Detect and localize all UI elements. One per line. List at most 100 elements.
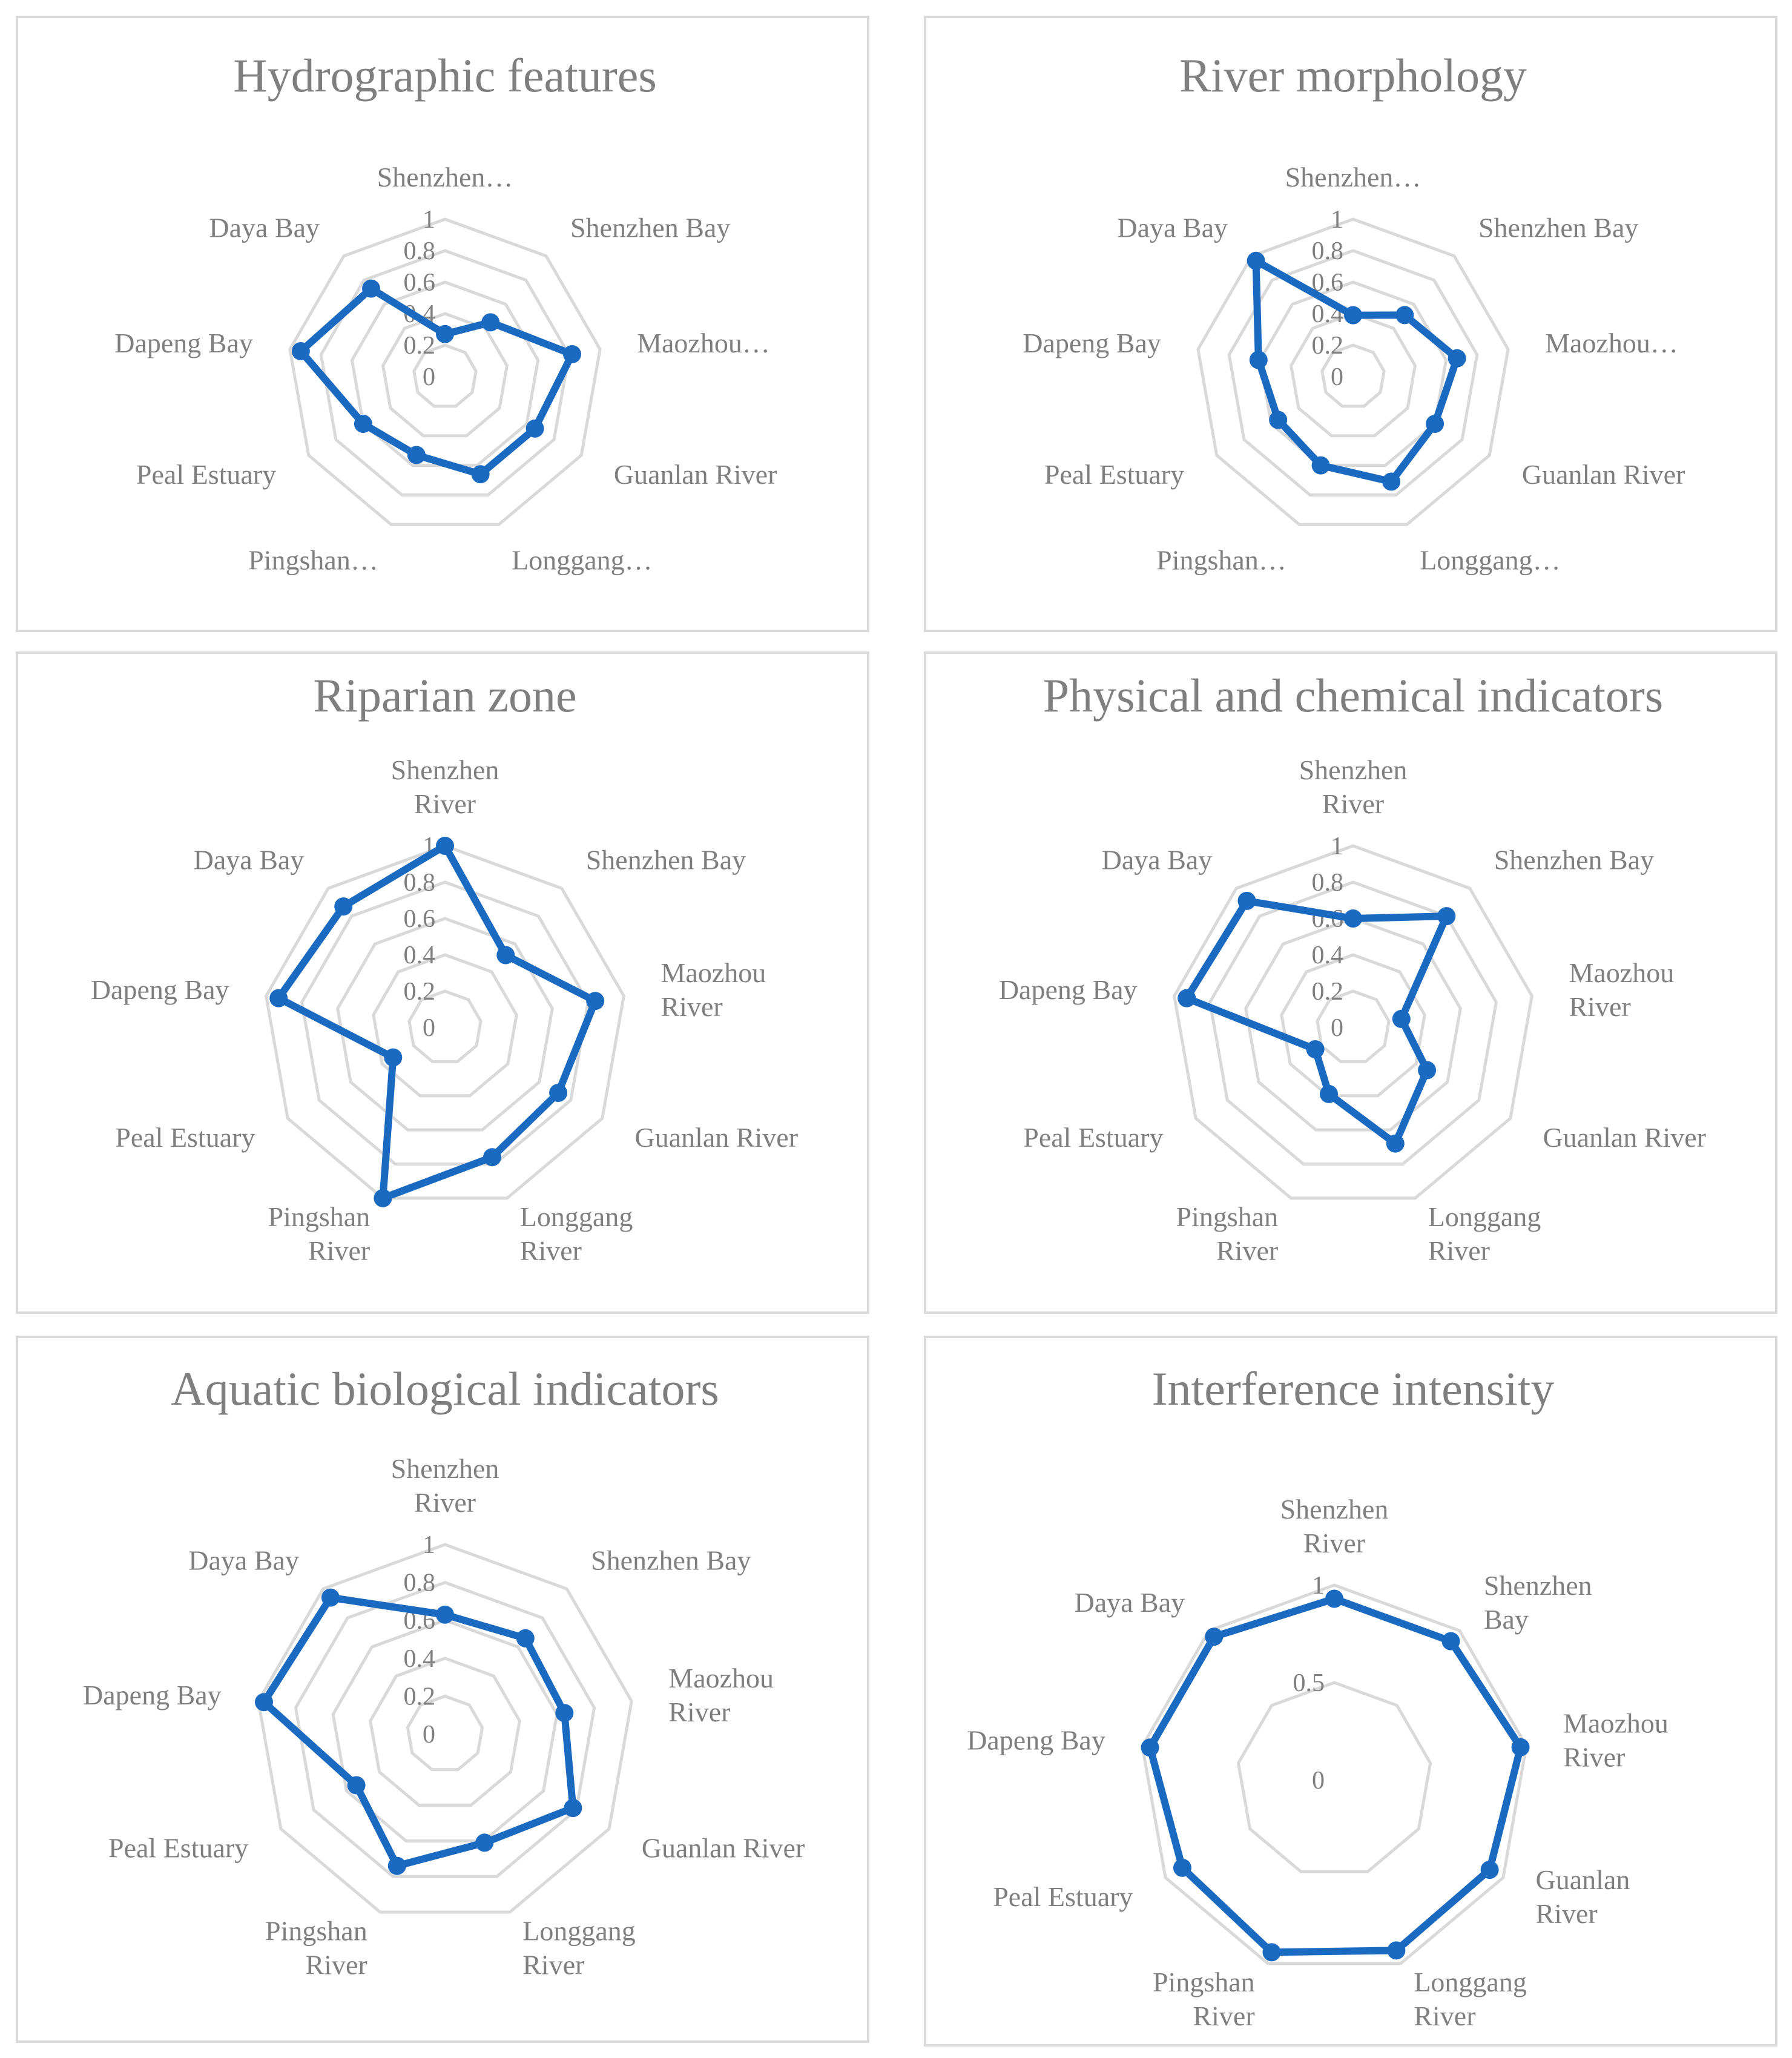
category-label: Daya Bay xyxy=(1117,212,1228,243)
tick-label: 0 xyxy=(423,363,435,391)
data-point xyxy=(471,465,490,484)
data-point xyxy=(1311,456,1330,475)
category-label: Pingshan River xyxy=(1176,1201,1279,1266)
category-label: Shenzhen River xyxy=(391,754,499,819)
data-point xyxy=(1448,349,1466,368)
category-label: Guanlan River xyxy=(1522,459,1685,490)
chart-title: Interference intensity xyxy=(1152,1362,1555,1415)
category-label: Daya Bay xyxy=(188,1545,299,1576)
tick-label: 1 xyxy=(1312,1572,1325,1600)
grid-ring xyxy=(1141,1583,1528,1965)
grid-ring xyxy=(1289,312,1417,438)
category-label: Maozhou River xyxy=(1563,1707,1668,1772)
data-point xyxy=(1441,1632,1460,1651)
data-point xyxy=(1306,1040,1325,1058)
category-label: Shenzhen… xyxy=(1285,162,1421,193)
data-point xyxy=(475,1833,494,1852)
category-label: Daya Bay xyxy=(209,212,320,243)
category-label: Shenzhen Bay xyxy=(1484,1570,1592,1635)
category-label: Shenzhen River xyxy=(391,1453,499,1518)
data-point xyxy=(354,415,372,433)
category-label: Pingshan… xyxy=(248,545,378,576)
grid-ring xyxy=(1196,217,1510,526)
data-point xyxy=(1178,989,1196,1008)
data-point xyxy=(516,1629,535,1647)
category-label: Shenzhen River xyxy=(1280,1494,1389,1558)
series-line xyxy=(1146,1595,1524,1956)
chart-title: Riparian zone xyxy=(313,669,576,722)
category-label: Pingshan… xyxy=(1156,545,1286,576)
tick-label: 0.8 xyxy=(1312,869,1344,897)
data-point xyxy=(1387,1941,1406,1960)
chart-title: Hydrographic features xyxy=(233,49,657,102)
grid-ring xyxy=(1227,249,1479,496)
data-point xyxy=(291,342,310,360)
grid-ring xyxy=(300,880,590,1166)
chart-panel-riparian-zone: Riparian zone 0 0.2 0.4 0.6 0.8 1 Shenzhen River… xyxy=(16,651,869,1314)
tick-label: 1 xyxy=(423,206,435,234)
data-point xyxy=(374,1189,392,1207)
tick-label: 1 xyxy=(423,1531,435,1559)
series-line xyxy=(260,1594,577,1870)
chart-panel-river-morphology: River morphology 0 0.2 0.4 0.6 0.8 1 Shenzhen… S… xyxy=(924,16,1777,632)
category-label: Guanlan River xyxy=(642,1833,805,1864)
tick-label: 0 xyxy=(1331,363,1343,391)
grid-ring xyxy=(257,1543,633,1914)
category-label: Shenzhen Bay xyxy=(1494,845,1654,876)
data-point xyxy=(1395,306,1414,325)
tick-label: 0.2 xyxy=(1312,332,1344,360)
series-line xyxy=(275,842,599,1202)
category-label: Maozhou… xyxy=(1545,328,1678,358)
chart-panel-interference-intensity: Interference intensity 0 0.5 1 Shenzhen River… xyxy=(924,1336,1777,2046)
data-point xyxy=(481,313,500,332)
category-label: Daya Bay xyxy=(1102,845,1213,876)
category-label: Shenzhen Bay xyxy=(586,845,746,876)
data-point xyxy=(1382,472,1401,491)
category-label: Longgang River xyxy=(1428,1201,1541,1266)
data-point xyxy=(1262,1943,1281,1962)
data-point xyxy=(362,279,380,298)
chart-panel-hydrographic: Hydrographic features 0 0.2 0.4 0.6 0.8 1 Shenz… xyxy=(16,16,869,632)
data-point xyxy=(1344,306,1362,325)
grid-ring xyxy=(331,1618,559,1842)
chart-panel-aquatic-biological: Aquatic biological indicators 0 0.2 0.4 0.6 0… xyxy=(16,1336,869,2043)
category-label: Dapeng Bay xyxy=(83,1680,222,1710)
grid-ring xyxy=(1316,989,1391,1063)
data-point xyxy=(1480,1861,1499,1879)
data-point xyxy=(1386,1134,1405,1153)
category-label: Guanlan River xyxy=(1536,1864,1630,1929)
tick-label: 0.2 xyxy=(404,332,436,360)
data-point xyxy=(1325,1589,1343,1608)
tick-label: 0.6 xyxy=(404,905,436,933)
category-label: Daya Bay xyxy=(194,845,305,876)
data-point xyxy=(436,837,454,855)
grid-ring xyxy=(1208,880,1498,1166)
grid-ring xyxy=(294,1580,596,1878)
tick-label: 0.5 xyxy=(1293,1669,1325,1697)
grid-ring xyxy=(350,280,540,467)
category-label: Peal Estuary xyxy=(115,1122,255,1153)
data-point xyxy=(1426,415,1444,433)
series-line xyxy=(1183,897,1451,1147)
grid-ring xyxy=(406,1694,484,1772)
category-label: Maozhou River xyxy=(661,957,766,1022)
category-label: Guanlan River xyxy=(614,459,777,490)
tick-label: 1 xyxy=(1331,206,1343,234)
tick-label: 0 xyxy=(423,1014,435,1042)
data-point xyxy=(549,1084,568,1102)
category-label: Dapeng Bay xyxy=(91,974,229,1005)
category-label: Peal Estuary xyxy=(1023,1122,1163,1153)
data-point xyxy=(1320,1084,1338,1103)
data-point xyxy=(387,1856,406,1875)
data-point xyxy=(564,1799,582,1818)
category-label: Shenzhen… xyxy=(377,162,513,193)
data-point xyxy=(563,345,581,363)
category-label: Shenzhen Bay xyxy=(1478,212,1638,243)
data-point xyxy=(321,1588,340,1607)
radar-chart-svg: River morphology00.20.40.60.81Shenzhen…S… xyxy=(1023,49,1685,576)
category-label: Shenzhen Bay xyxy=(591,1545,751,1576)
tick-label: 1 xyxy=(1331,833,1343,860)
data-point xyxy=(1247,251,1265,270)
tick-label: 0.8 xyxy=(404,869,436,897)
